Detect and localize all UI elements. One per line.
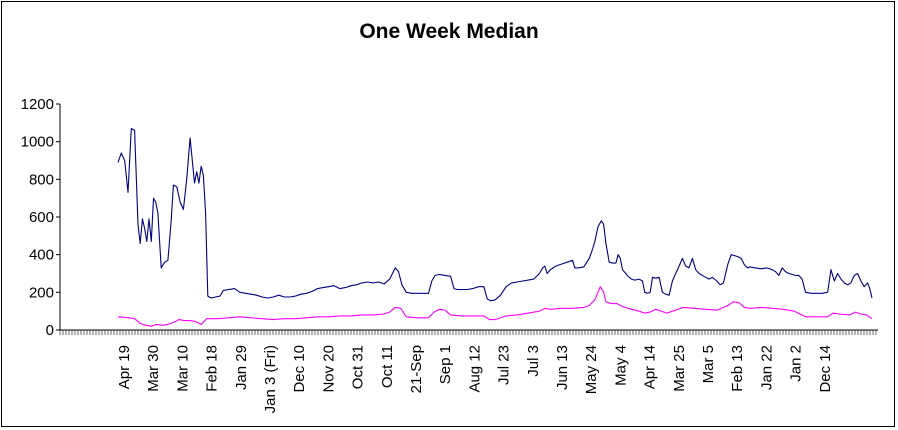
series-group — [117, 127, 873, 327]
x-tick-label: Jan 3 (Fri) — [262, 345, 279, 413]
x-tick-label: Apr 14 — [642, 345, 659, 389]
x-tick-label: Sep 1 — [437, 345, 454, 384]
x-tick-label: Mar 5 — [700, 345, 717, 383]
y-tick-label: 400 — [29, 247, 54, 264]
x-tick-label: Oct 11 — [379, 345, 396, 388]
x-tick-label: Dec 14 — [817, 345, 834, 393]
y-tick-label: 200 — [29, 284, 54, 301]
y-tick-label: 1000 — [21, 134, 54, 151]
x-tick-label: Jul 23 — [496, 345, 513, 385]
x-axis: Apr 19 Mar 30 Mar 10 Feb 18 Jan 29 Jan 3 (Fri… — [59, 329, 878, 413]
x-tick-label: Mar 30 — [145, 345, 162, 392]
x-tick-label: Apr 19 — [116, 345, 133, 389]
y-tick-label: 0 — [46, 322, 54, 339]
x-tick-label: Feb 18 — [204, 345, 221, 392]
x-tick-label: Mar 25 — [671, 345, 688, 392]
x-tick-label: Jan 22 — [758, 345, 775, 390]
x-tick-label: Nov 20 — [320, 345, 337, 393]
y-tick-label: 600 — [29, 209, 54, 226]
x-tick-label: May 4 — [612, 345, 629, 386]
y-axis: 0 200 400 600 800 1000 1200 — [21, 96, 61, 339]
x-tick-label: May 24 — [583, 345, 600, 394]
x-tick-label: Feb 13 — [729, 345, 746, 392]
chart-title: One Week Median — [359, 20, 539, 43]
x-tick-label: Mar 10 — [174, 345, 191, 392]
x-tick-label: Jan 29 — [233, 345, 250, 390]
x-tick-label: 21-Sep — [408, 345, 425, 393]
x-tick-label: Jun 13 — [554, 345, 571, 390]
x-tick-label: Jul 3 — [525, 345, 542, 377]
x-tick-label: Jan 2 — [788, 345, 805, 382]
series-line-2 — [117, 286, 873, 327]
x-tick-label: Aug 12 — [466, 345, 483, 393]
x-tick-label: Dec 10 — [291, 345, 308, 393]
y-tick-label: 1200 — [21, 96, 54, 113]
y-tick-label: 800 — [29, 171, 54, 188]
x-tick-label: Oct 31 — [350, 345, 367, 389]
series-line-1 — [117, 127, 873, 302]
